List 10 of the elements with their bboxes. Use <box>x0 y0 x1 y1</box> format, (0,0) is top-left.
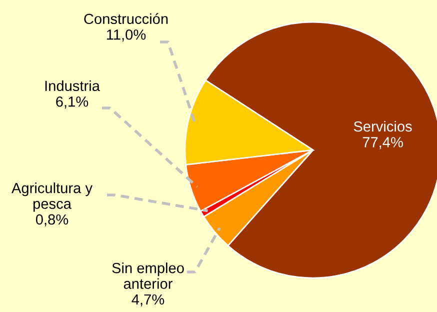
slice-label: Construcción <box>84 13 168 24</box>
data-label: 0,8% <box>36 214 68 226</box>
slice-label: Servicios <box>354 120 412 132</box>
data-label: 6,1% <box>56 96 88 108</box>
data-label: 11,0% <box>106 29 146 42</box>
data-label: 4,7% <box>132 294 164 306</box>
slice-label: Sin empleo anterior <box>112 262 184 289</box>
slice-label: Agricultura y pesca <box>12 182 92 212</box>
slice-label: Industria <box>45 80 100 92</box>
data-label: 77,4% <box>362 137 403 150</box>
